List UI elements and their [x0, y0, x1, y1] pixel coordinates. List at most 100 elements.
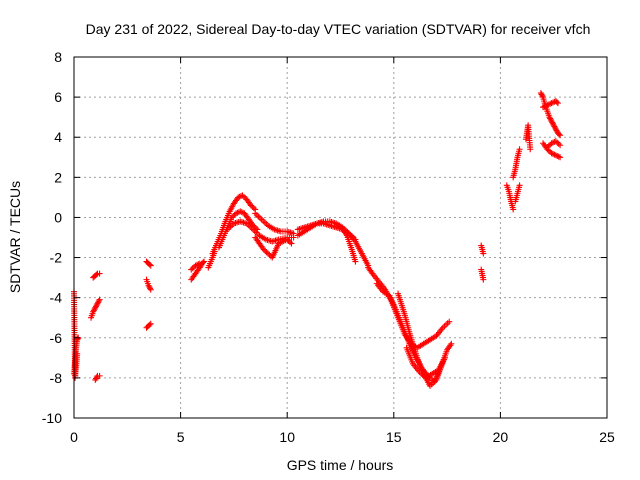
data-point [552, 126, 559, 133]
data-point [92, 376, 99, 383]
y-tick-label: 4 [54, 129, 62, 145]
y-tick-label: 6 [54, 89, 62, 105]
data-point [192, 262, 199, 269]
data-point [94, 300, 101, 307]
data-point [93, 375, 100, 382]
data-point [146, 283, 153, 290]
data-point [239, 192, 246, 199]
y-tick-label: -8 [50, 370, 63, 386]
data-point [93, 374, 100, 381]
data-point [250, 205, 257, 212]
data-point [553, 127, 560, 134]
data-point [555, 153, 562, 160]
data-point [238, 209, 245, 216]
data-point [263, 249, 270, 256]
data-point [265, 250, 272, 257]
data-point [93, 302, 100, 309]
data-point [527, 146, 534, 153]
data-point [266, 251, 273, 258]
data-point [199, 259, 206, 266]
data-point [557, 142, 564, 149]
data-point [548, 150, 555, 157]
data-point [541, 103, 548, 110]
data-point [540, 104, 547, 111]
data-point [249, 203, 256, 210]
data-point [262, 247, 269, 254]
data-point [290, 230, 297, 237]
data-point [516, 182, 523, 189]
data-point [233, 210, 240, 217]
data-point [91, 306, 98, 313]
y-tick-label: 0 [54, 209, 62, 225]
x-tick-label: 5 [177, 429, 185, 445]
data-point [542, 102, 549, 109]
data-point [285, 237, 292, 244]
data-point [237, 208, 244, 215]
x-tick-label: 0 [70, 429, 78, 445]
data-point [288, 240, 295, 247]
data-point [547, 115, 554, 122]
x-tick-label: 20 [493, 429, 509, 445]
x-tick-label: 15 [386, 429, 402, 445]
data-point [147, 320, 154, 327]
data-point [235, 194, 242, 201]
data-point [549, 119, 556, 126]
data-point [557, 132, 564, 139]
data-point [96, 372, 103, 379]
data-point [551, 138, 558, 145]
data-point [448, 340, 455, 347]
data-point [550, 122, 557, 129]
data-point [195, 261, 202, 268]
data-point [201, 258, 208, 265]
data-point [537, 90, 544, 97]
data-point [554, 152, 561, 159]
data-point [480, 250, 487, 257]
data-point [284, 236, 291, 243]
data-point [336, 223, 343, 230]
data-point [548, 100, 555, 107]
data-point [554, 100, 561, 107]
data-point [93, 271, 100, 278]
data-point [95, 298, 102, 305]
data-points [71, 90, 564, 389]
data-point [147, 286, 154, 293]
data-point [516, 146, 523, 153]
data-point [247, 202, 254, 209]
y-axis-label: SDTVAR / TECUs [7, 181, 23, 293]
grid-lines [74, 57, 607, 418]
data-point [538, 91, 545, 98]
data-point [554, 139, 561, 146]
data-point [480, 276, 487, 283]
x-tick-label: 25 [599, 429, 615, 445]
data-point [147, 262, 154, 269]
data-point [545, 142, 552, 149]
data-point [96, 296, 103, 303]
chart-title: Day 231 of 2022, Sidereal Day-to-day VTE… [86, 21, 591, 37]
data-point [146, 321, 153, 328]
data-point [553, 99, 560, 106]
data-point [552, 138, 559, 145]
y-tick-label: -4 [50, 290, 63, 306]
data-point [546, 114, 553, 121]
data-point [547, 100, 554, 107]
data-point [93, 303, 100, 310]
data-point [95, 299, 102, 306]
data-point [240, 193, 247, 200]
data-point [147, 285, 154, 292]
data-point [557, 154, 564, 161]
data-point [238, 193, 245, 200]
y-tick-label: -6 [50, 330, 63, 346]
data-point [92, 304, 99, 311]
y-tick-label: -10 [42, 410, 62, 426]
data-point [96, 270, 103, 277]
data-point [188, 266, 195, 273]
data-point [234, 209, 241, 216]
data-point [287, 239, 294, 246]
data-point [189, 265, 196, 272]
data-point [548, 118, 555, 125]
data-point [441, 354, 448, 361]
data-point [260, 246, 267, 253]
data-point [352, 236, 359, 243]
